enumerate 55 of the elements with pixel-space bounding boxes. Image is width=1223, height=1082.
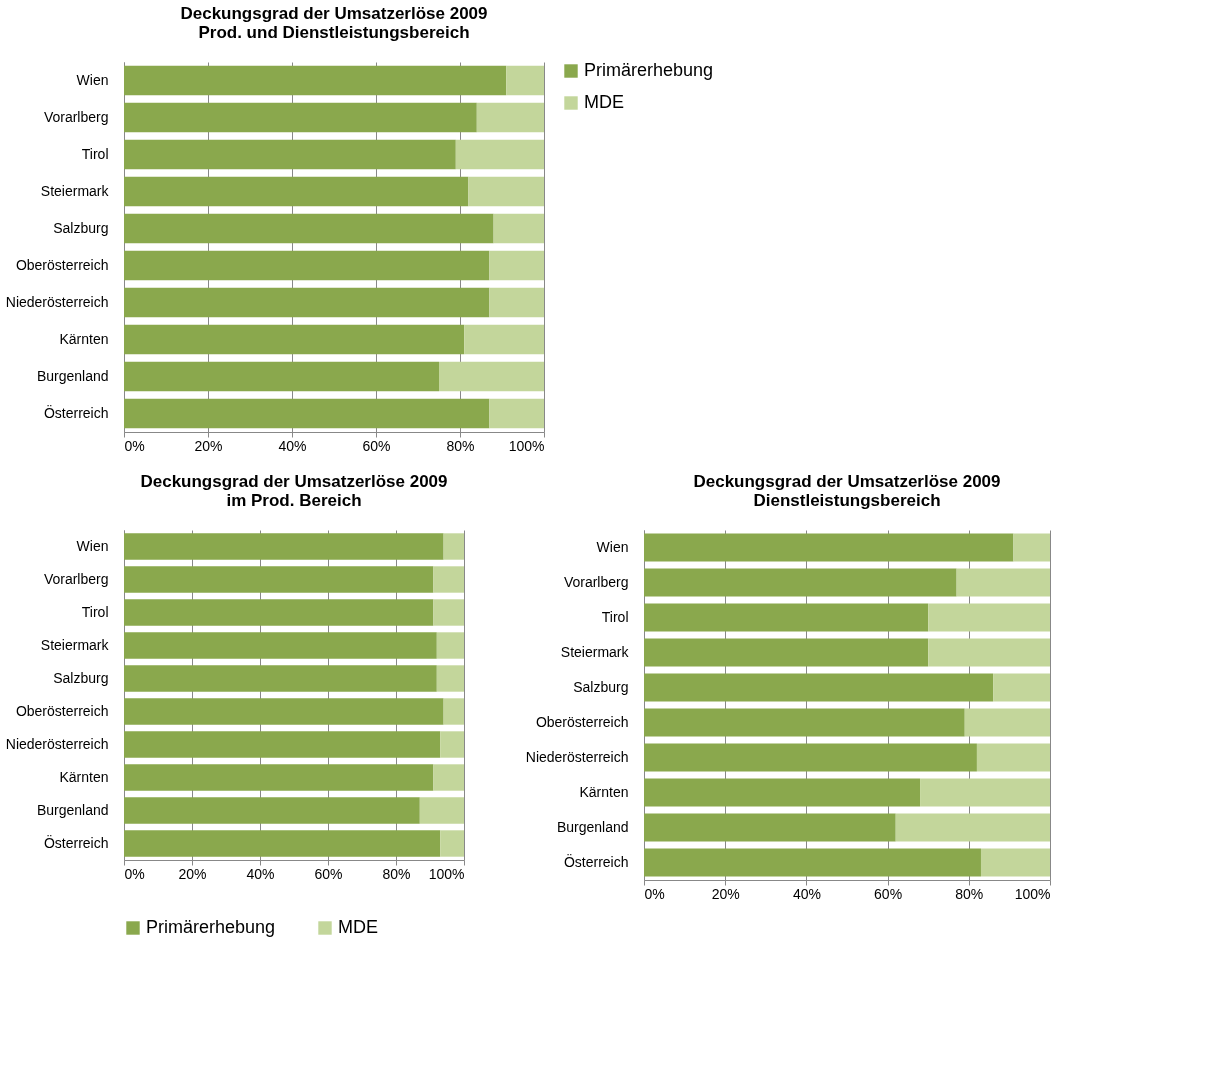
y-tick-label: Österreich bbox=[563, 852, 629, 870]
chart-title: Deckungsgrad der Umsatzerlöse 2009 Prod. und Dienstleistungsbereich bbox=[180, 4, 488, 42]
y-tick-label: Kärnten bbox=[579, 783, 629, 800]
chart-title: Deckungsgrad der Umsatzerlöse 2009 im Prod. Bereich bbox=[140, 472, 448, 510]
x-tick-label: 40% bbox=[278, 437, 307, 454]
y-tick-label: Kärnten bbox=[59, 330, 109, 347]
y-tick-label: Salzburg bbox=[53, 669, 109, 686]
y-tick-label: Wien bbox=[596, 538, 629, 555]
x-tick-label: 40% bbox=[792, 885, 821, 902]
y-tick-label: Steiermark bbox=[40, 636, 110, 653]
x-tick-label: 60% bbox=[874, 885, 903, 902]
x-tick-label: 100% bbox=[428, 865, 465, 882]
legend-label: Primärerhebung bbox=[584, 60, 714, 80]
y-tick-label: Oberösterreich bbox=[535, 713, 629, 730]
legend-label: Primärerhebung bbox=[146, 917, 276, 937]
y-tick-label: Österreich bbox=[43, 833, 109, 851]
y-tick-label: Niederösterreich bbox=[5, 735, 109, 752]
y-tick-label: Vorarlberg bbox=[43, 570, 109, 587]
y-tick-label: Oberösterreich bbox=[15, 256, 109, 273]
x-tick-label: 80% bbox=[382, 865, 411, 882]
x-tick-label: 60% bbox=[362, 437, 391, 454]
y-tick-label: Wien bbox=[76, 537, 109, 554]
legend-label: MDE bbox=[584, 92, 624, 112]
y-tick-label: Steiermark bbox=[40, 182, 110, 199]
y-tick-label: Tirol bbox=[81, 603, 109, 620]
y-tick-label: Salzburg bbox=[573, 678, 629, 695]
x-tick-label: 60% bbox=[314, 865, 343, 882]
x-tick-label: 80% bbox=[955, 885, 984, 902]
x-tick-label: 0% bbox=[124, 437, 145, 454]
y-tick-label: Steiermark bbox=[560, 643, 630, 660]
x-tick-label: 100% bbox=[1014, 885, 1051, 902]
x-tick-label: 40% bbox=[246, 865, 275, 882]
y-tick-label: Oberösterreich bbox=[15, 702, 109, 719]
y-tick-label: Burgenland bbox=[556, 818, 629, 835]
y-tick-label: Tirol bbox=[601, 608, 629, 625]
y-tick-label: Vorarlberg bbox=[563, 573, 629, 590]
chart-title: Deckungsgrad der Umsatzerlöse 2009 Dienstleistungsbereich bbox=[693, 472, 1001, 510]
y-tick-label: Wien bbox=[76, 71, 109, 88]
x-tick-label: 0% bbox=[644, 885, 665, 902]
y-tick-label: Vorarlberg bbox=[43, 108, 109, 125]
x-tick-label: 20% bbox=[711, 885, 740, 902]
y-tick-label: Tirol bbox=[81, 145, 109, 162]
y-tick-label: Burgenland bbox=[36, 367, 109, 384]
legend-label: MDE bbox=[338, 917, 378, 937]
x-tick-label: 20% bbox=[178, 865, 207, 882]
y-tick-label: Burgenland bbox=[36, 801, 109, 818]
x-tick-label: 20% bbox=[194, 437, 223, 454]
x-tick-label: 100% bbox=[508, 437, 545, 454]
x-tick-label: 0% bbox=[124, 865, 145, 882]
x-tick-label: 80% bbox=[446, 437, 475, 454]
y-tick-label: Niederösterreich bbox=[5, 293, 109, 310]
y-tick-label: Niederösterreich bbox=[525, 748, 629, 765]
y-tick-label: Kärnten bbox=[59, 768, 109, 785]
y-tick-label: Österreich bbox=[43, 403, 109, 421]
y-tick-label: Salzburg bbox=[53, 219, 109, 236]
